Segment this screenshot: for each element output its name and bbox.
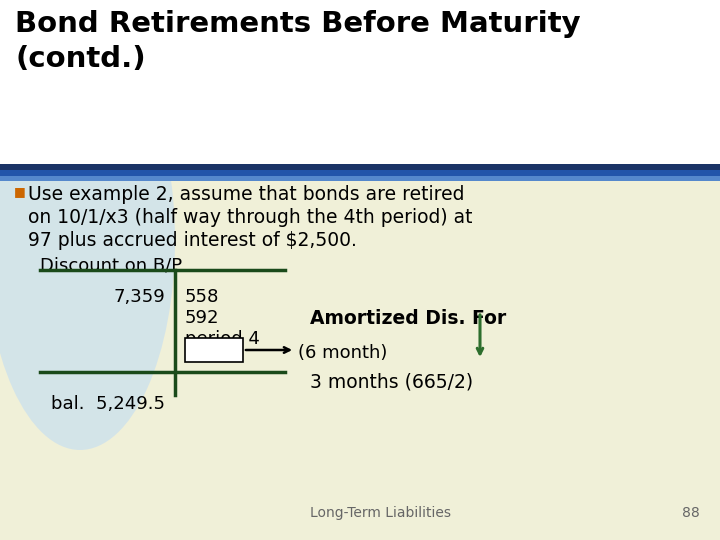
Text: Amortized Dis. For: Amortized Dis. For (310, 309, 506, 328)
Ellipse shape (0, 30, 175, 450)
Text: Long-Term Liabilities: Long-Term Liabilities (310, 506, 451, 520)
Text: (contd.): (contd.) (15, 45, 145, 73)
Text: 88: 88 (683, 506, 700, 520)
Bar (0, 170, 720, 176)
Bar (185, 338, 243, 362)
Text: ■: ■ (14, 185, 26, 198)
Text: Discount on B/P: Discount on B/P (40, 257, 182, 275)
Text: 592: 592 (185, 309, 220, 327)
Text: bal.  5,249.5: bal. 5,249.5 (51, 395, 165, 413)
Text: period 4: period 4 (185, 330, 260, 348)
Text: 558: 558 (185, 288, 220, 306)
Text: 3 months (665/2): 3 months (665/2) (310, 372, 473, 391)
Bar (0, 164, 720, 170)
Text: (6 month): (6 month) (298, 344, 387, 362)
Text: Bond Retirements Before Maturity: Bond Retirements Before Maturity (15, 10, 580, 38)
Text: on 10/1/x3 (half way through the 4th period) at: on 10/1/x3 (half way through the 4th per… (28, 208, 472, 227)
Bar (0, 176, 720, 181)
Text: Use example 2, assume that bonds are retired: Use example 2, assume that bonds are ret… (28, 185, 464, 204)
Bar (0, 0, 720, 165)
Text: 97 plus accrued interest of $2,500.: 97 plus accrued interest of $2,500. (28, 231, 357, 250)
Text: 7,359: 7,359 (113, 288, 165, 306)
